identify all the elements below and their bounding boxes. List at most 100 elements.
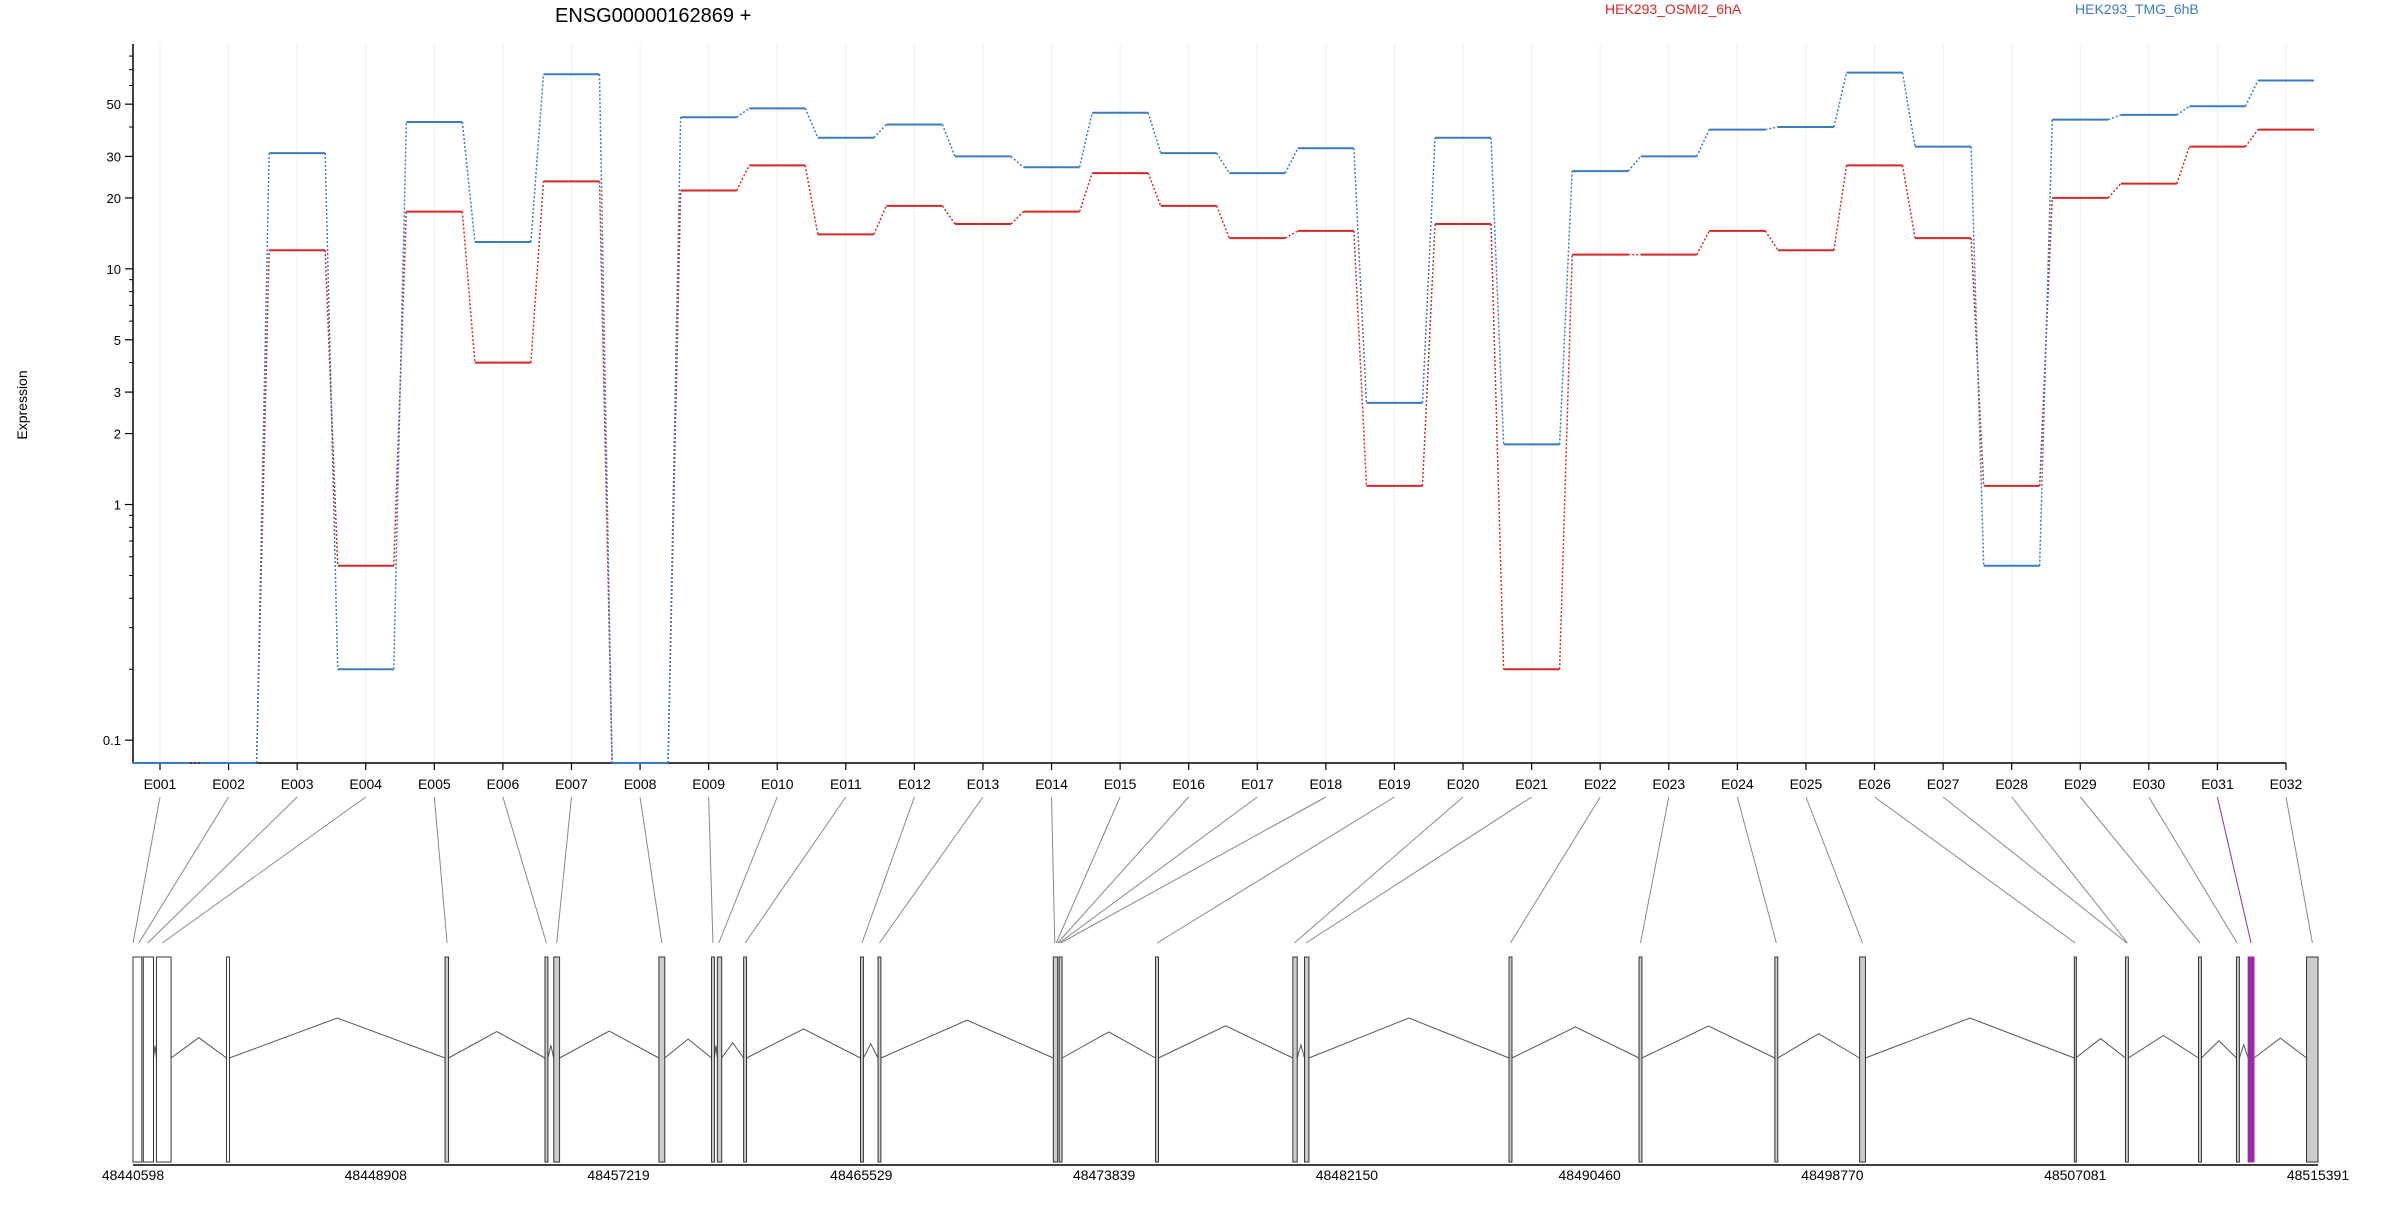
exon-connector bbox=[1058, 796, 1258, 944]
series-connector bbox=[2107, 114, 2122, 121]
exon-box bbox=[132, 956, 143, 1163]
exon-connector bbox=[2285, 796, 2313, 944]
series-connector bbox=[1010, 155, 1025, 168]
exon-connector bbox=[2079, 796, 2201, 944]
series-connector bbox=[530, 74, 545, 243]
exon-box bbox=[1774, 956, 1779, 1163]
intron-line bbox=[1158, 1025, 1294, 1059]
exon-box bbox=[1155, 956, 1159, 1163]
exon-label-e021: E021 bbox=[1515, 776, 1548, 792]
exon-label-e030: E030 bbox=[2132, 776, 2165, 792]
exon-label-e031: E031 bbox=[2201, 776, 2234, 792]
exon-label-e032: E032 bbox=[2270, 776, 2303, 792]
series-connector bbox=[1078, 112, 1093, 168]
series-connector bbox=[2038, 197, 2054, 486]
exon-connector bbox=[1736, 796, 1777, 944]
exon-connector bbox=[2216, 796, 2252, 944]
exon-box bbox=[2247, 956, 2255, 1163]
exon-connector bbox=[2011, 796, 2128, 944]
coord-label: 48515391 bbox=[2287, 1167, 2350, 1183]
y-tick-label: 20 bbox=[107, 191, 121, 206]
exon-box bbox=[1058, 956, 1063, 1163]
series-tmg bbox=[132, 71, 2314, 764]
exon-label-e018: E018 bbox=[1310, 776, 1343, 792]
series-connector bbox=[1216, 205, 1230, 239]
exon-connector bbox=[1640, 796, 1670, 944]
exon-connector bbox=[708, 796, 714, 944]
intron-line bbox=[559, 1030, 660, 1059]
series-connector bbox=[461, 121, 476, 243]
series-connector bbox=[1764, 230, 1779, 251]
intron-line bbox=[1296, 1043, 1306, 1059]
series-connector bbox=[1490, 137, 1505, 445]
intron-line bbox=[746, 1028, 861, 1059]
intron-line bbox=[862, 1042, 879, 1059]
exon-box bbox=[444, 956, 450, 1163]
series-connector bbox=[2244, 80, 2259, 107]
exon-label-e005: E005 bbox=[418, 776, 451, 792]
gene-model: 48440598 48448908 48457219 48465529 48473839… bbox=[102, 796, 2350, 1183]
exon-label-e009: E009 bbox=[692, 776, 725, 792]
series-connector bbox=[2107, 183, 2122, 199]
series-connector bbox=[2176, 105, 2190, 116]
exon-box bbox=[743, 956, 748, 1163]
exon-label-e004: E004 bbox=[349, 776, 382, 792]
exon-label-e015: E015 bbox=[1104, 776, 1137, 792]
exon-box bbox=[2235, 956, 2240, 1163]
series-connector bbox=[1970, 146, 1985, 566]
coord-label: 48473839 bbox=[1073, 1167, 1136, 1183]
series-connector bbox=[941, 124, 956, 157]
series-connector bbox=[735, 165, 750, 191]
series-connector bbox=[1696, 230, 1711, 255]
series-connector bbox=[736, 107, 750, 118]
series-connector bbox=[1696, 129, 1711, 157]
intron-line bbox=[1308, 1017, 1510, 1059]
exon-box bbox=[2124, 956, 2129, 1163]
series-connector bbox=[1147, 172, 1162, 207]
intron-line bbox=[170, 1037, 227, 1059]
exon-box bbox=[1638, 956, 1643, 1163]
intron-line bbox=[2238, 1043, 2249, 1059]
series-connector bbox=[1558, 171, 1573, 445]
series-connector bbox=[1558, 254, 1573, 670]
series-connector bbox=[873, 123, 887, 139]
exon-label-e028: E028 bbox=[1995, 776, 2028, 792]
series-connector bbox=[1284, 230, 1299, 239]
exon-connector bbox=[556, 796, 572, 944]
y-tick-label: 5 bbox=[114, 333, 121, 348]
exon-connector bbox=[1874, 796, 2076, 944]
plot-area: 0.1 1 2 3 5 10 20 30 50 E001 E002 E003 E004 E005 E006 E… bbox=[103, 44, 2314, 792]
y-tick-label: 0.1 bbox=[103, 733, 121, 748]
series-connector bbox=[2038, 119, 2054, 566]
exon-label-e008: E008 bbox=[624, 776, 657, 792]
y-tick-label: 3 bbox=[114, 385, 121, 400]
exon-label-e012: E012 bbox=[898, 776, 931, 792]
intron-line bbox=[2201, 1040, 2237, 1059]
exon-label-e026: E026 bbox=[1858, 776, 1891, 792]
series-connector bbox=[1901, 165, 1916, 239]
exon-label-e029: E029 bbox=[2064, 776, 2097, 792]
exon-box bbox=[710, 956, 715, 1163]
series-connector bbox=[1216, 152, 1230, 174]
exon-connector bbox=[1156, 796, 1395, 944]
exon-label-e023: E023 bbox=[1652, 776, 1685, 792]
exon-connector bbox=[132, 796, 161, 944]
exon-box bbox=[1508, 956, 1513, 1163]
intron-line bbox=[2128, 1034, 2199, 1059]
exon-box bbox=[553, 956, 561, 1163]
series-connector bbox=[1833, 72, 1848, 128]
series-connector bbox=[667, 190, 682, 764]
coord-label: 48440598 bbox=[102, 1167, 165, 1183]
exon-connector bbox=[1293, 796, 1464, 944]
exon-connector bbox=[1057, 796, 1190, 944]
exon-connector bbox=[639, 796, 663, 944]
exon-connector bbox=[1055, 796, 1121, 944]
series-connector bbox=[598, 74, 613, 764]
exon-box bbox=[155, 956, 172, 1163]
exon-connector bbox=[744, 796, 847, 944]
exon-label-e007: E007 bbox=[555, 776, 588, 792]
exon-box bbox=[658, 956, 666, 1163]
intron-line bbox=[448, 1030, 546, 1059]
series-osmi2 bbox=[132, 128, 2314, 764]
